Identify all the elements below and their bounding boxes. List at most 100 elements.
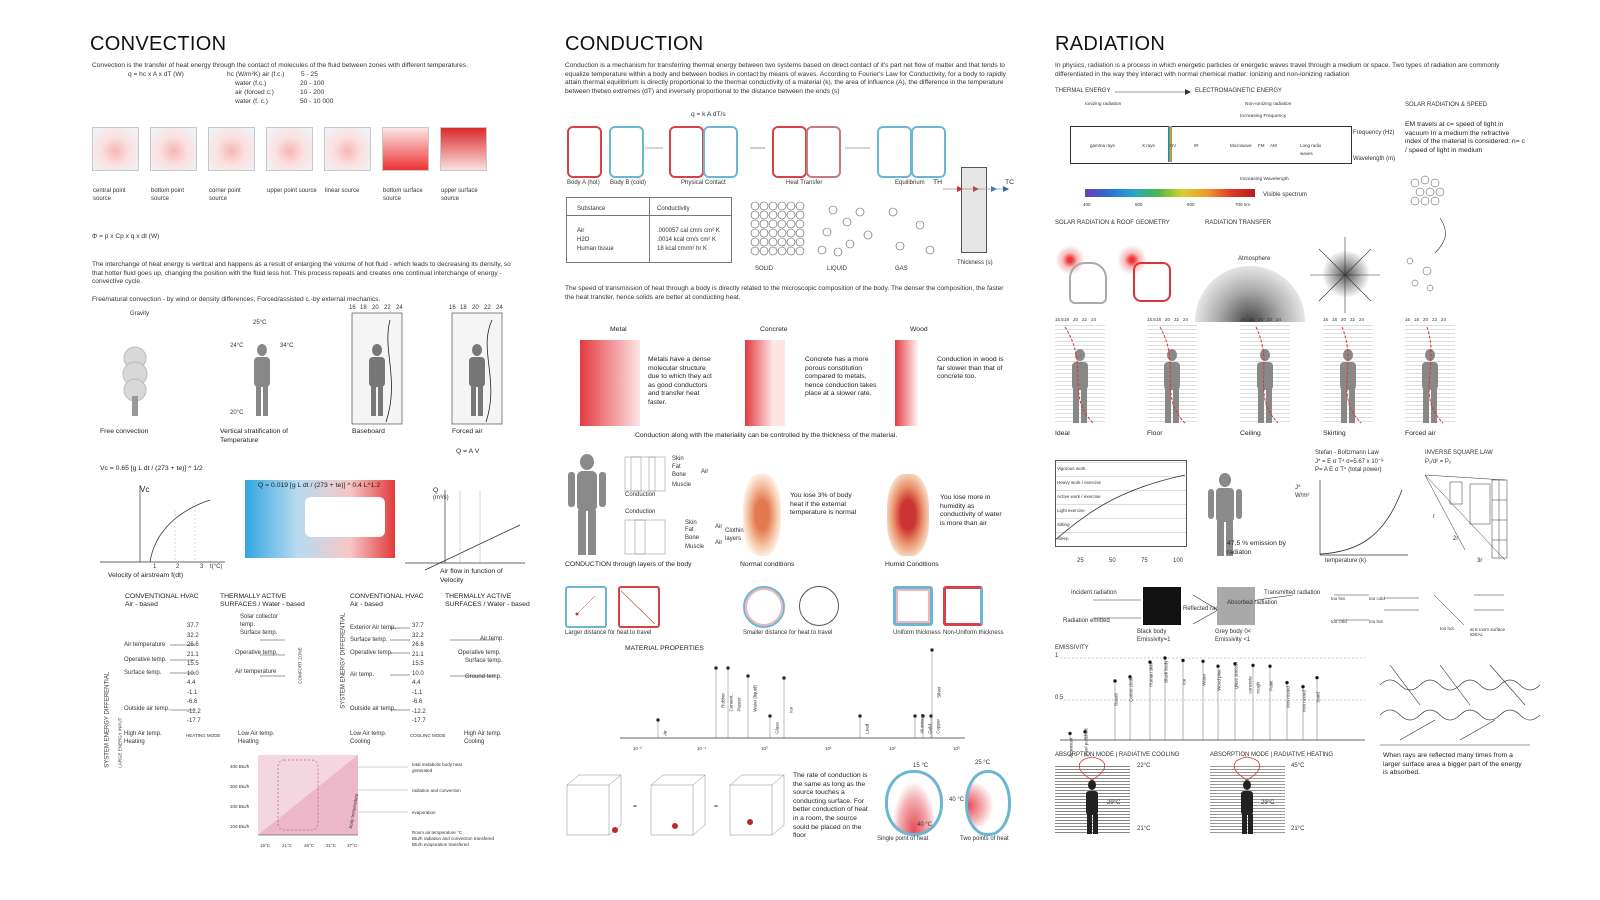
material-properties-chart — [620, 648, 965, 739]
scale-label: 24 — [1441, 317, 1447, 322]
convection-figures — [122, 312, 503, 425]
phase-label: SOLID — [755, 266, 774, 272]
emissivity-point — [1181, 658, 1185, 663]
phi-formula: Φ = p x Cp x q x dt (W) — [92, 233, 160, 240]
emissivity-point — [1315, 675, 1319, 680]
layer-label: Fat — [672, 464, 681, 470]
scale-label: 20 — [1165, 317, 1171, 322]
visible-band — [1168, 126, 1172, 162]
material-name: Ice — [788, 706, 794, 713]
atmosphere-label: Atmosphere — [1238, 256, 1271, 262]
emissivity-point — [1301, 684, 1305, 689]
nonuniform-square — [943, 586, 983, 626]
hvac-right-b: THERMALLY ACTIVE — [445, 593, 512, 600]
emissivity-point — [1163, 656, 1167, 660]
visible-spectrum-bar — [1085, 189, 1255, 197]
conduction-word: Conduction — [625, 492, 656, 498]
solid-molecule — [768, 201, 778, 211]
sq-caption: Smaller distance for heat to travel — [743, 630, 833, 636]
scale-label: 20 — [1423, 317, 1429, 322]
humid-caption: Humid Conditions — [885, 561, 939, 568]
hvac-label: Air temp. — [350, 672, 375, 678]
temp-tick: 15.5 — [412, 661, 424, 667]
th-tc-arrows — [943, 186, 1009, 192]
solid-molecule — [750, 219, 760, 229]
emission-text: 47.5 % emission by radiaton — [1227, 540, 1286, 556]
sb-chart — [1319, 480, 1408, 556]
solid-molecule — [759, 201, 769, 211]
wave-unit: Wavelength (m) — [1353, 156, 1396, 162]
scale-label: 20 — [472, 305, 479, 311]
emissivity-point — [1251, 663, 1255, 668]
fig-caption: Vertical stratification of Temperature — [220, 428, 288, 444]
hvac-label: Operative temp. — [235, 650, 278, 656]
solid-molecule — [786, 219, 796, 229]
work-level: Active work / exercise — [1057, 494, 1101, 499]
table-cell: Air — [577, 228, 585, 234]
chart-y: 200 Btu/h — [230, 804, 250, 809]
heat-temp: 45°C — [1291, 763, 1305, 769]
source-label: bottom point source — [151, 188, 185, 202]
scale-label: 16 — [1323, 317, 1329, 322]
solid-molecule — [786, 210, 796, 220]
stage-label: Equilibrium — [895, 180, 925, 186]
cube-central — [92, 127, 139, 171]
convection-para2: The interchange of heat energy is vertic… — [92, 261, 511, 286]
wall-section — [961, 167, 987, 253]
wood-sample — [895, 340, 925, 426]
layer-label: Fat — [685, 527, 694, 533]
work-level: Heavy work / exercise — [1057, 480, 1102, 485]
stage-label: Body B (cold) — [610, 180, 647, 186]
hvac-label: Outside air temp. — [124, 706, 170, 712]
equals-sign: = — [633, 803, 637, 810]
hvac-label: Operative temp. — [124, 657, 167, 663]
material-name: Metal — [610, 326, 627, 333]
solid-molecule — [786, 201, 796, 211]
scale-label: 24 — [1091, 317, 1097, 322]
table-cell: H2O — [577, 237, 590, 243]
emissivity-name: Human skin — [1148, 663, 1154, 687]
radiation-figure — [1147, 325, 1197, 425]
work-x: 100 — [1173, 558, 1184, 564]
transfer-b — [806, 126, 841, 178]
solid-molecule — [750, 228, 760, 238]
isl-r: 3r — [1477, 558, 1483, 564]
material-name: Rubber — [720, 692, 726, 708]
heat-temp: 29°C — [1261, 800, 1275, 806]
sq-caption: Uniform thickness — [893, 630, 941, 636]
solid-molecule — [768, 237, 778, 247]
emissivity-name: Sand — [1315, 691, 1321, 703]
emissivity-name: Iron rusted — [1301, 689, 1307, 712]
temp-tick: 10.0 — [412, 670, 424, 677]
solid-molecule — [750, 201, 760, 211]
temp-tick: -1.1 — [187, 689, 198, 696]
chart-legend: Btu/h radiation and convection transfere… — [412, 836, 495, 841]
material-point — [930, 648, 934, 652]
layer-label: Bone — [685, 535, 700, 541]
material-name: Lead — [864, 723, 870, 734]
em-spectrum — [1070, 126, 1352, 164]
work-level: Vigorous work — [1057, 466, 1086, 471]
emissivity-name: Cotton cloth — [1128, 677, 1134, 702]
heat-temp: 21°C — [1291, 826, 1305, 832]
conduction-intro: Conduction is a mechanism for transferri… — [565, 62, 1006, 95]
roof-dome — [1069, 262, 1107, 304]
solid-molecule — [750, 210, 760, 220]
temp-label: 24°C — [230, 343, 244, 349]
table-cell: .000057 cal cm/s cm² K — [657, 228, 720, 234]
incident-label: Incident radiation — [1071, 590, 1117, 596]
layers-caption: CONDUCTION through layers of the body — [565, 561, 692, 568]
phase-label: GAS — [895, 266, 908, 272]
temp-tick: -12.2 — [412, 708, 426, 715]
scale-label: 16 — [1240, 317, 1246, 322]
solid-molecule — [777, 210, 787, 220]
chart-legend: evaporation — [412, 810, 436, 815]
sun-icon — [1117, 245, 1147, 275]
solid-molecule — [795, 237, 805, 247]
table-header: Conductivity — [657, 206, 690, 212]
spectrum-band: gamma rays — [1090, 143, 1115, 148]
inc-freq: Increasing Frequency — [1240, 114, 1287, 119]
emissivity-point — [1268, 664, 1272, 669]
temp-tick: 4.4 — [187, 680, 196, 686]
chart-legend: Room air temperature °C — [412, 830, 463, 835]
